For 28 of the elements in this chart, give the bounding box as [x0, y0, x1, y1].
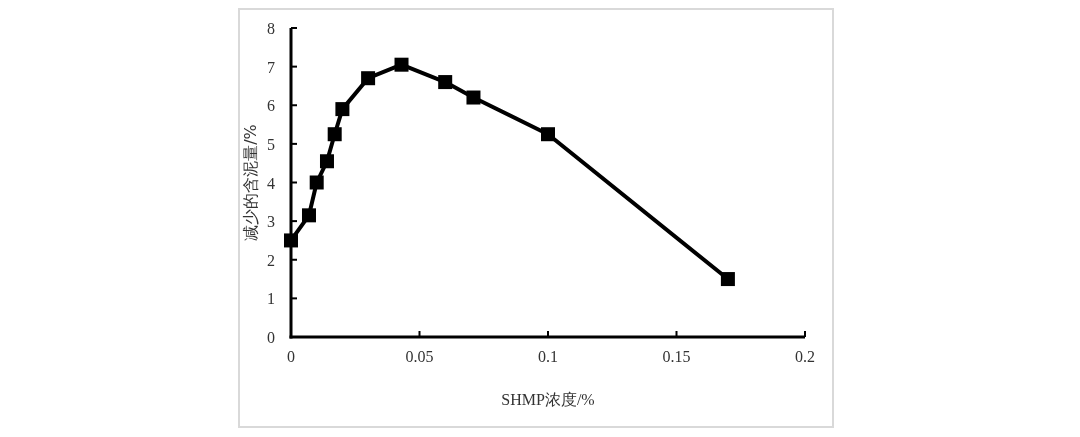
y-axis-title: 减少的含泥量/% — [241, 124, 260, 241]
x-tick-label: 0 — [287, 348, 295, 365]
y-tick-label: 2 — [267, 251, 275, 269]
y-tick-label: 4 — [267, 174, 275, 192]
point — [301, 208, 316, 223]
y-tick-label: 3 — [267, 213, 275, 231]
y-tick-label: 6 — [267, 97, 275, 115]
x-tick-label: 0.05 — [405, 348, 434, 365]
point — [438, 75, 453, 90]
point — [394, 57, 409, 72]
x-tick-label: 0.15 — [662, 348, 691, 365]
x-tick-label: 0.2 — [795, 348, 815, 365]
y-tick-label: 1 — [267, 290, 275, 308]
y-tick-label: 7 — [267, 58, 275, 76]
point — [361, 71, 376, 86]
y-tick-label: 5 — [267, 135, 275, 153]
point — [720, 272, 735, 287]
point — [309, 175, 324, 190]
x-axis-title: SHMP浓度/% — [501, 391, 595, 408]
point — [319, 154, 334, 169]
point — [327, 127, 342, 142]
point — [335, 102, 350, 117]
point — [466, 90, 481, 105]
y-tick-label: 0 — [267, 329, 275, 346]
point — [284, 233, 298, 248]
x-tick-label: 0.1 — [538, 348, 558, 365]
point — [541, 127, 555, 142]
y-tick-label: 8 — [267, 20, 275, 37]
